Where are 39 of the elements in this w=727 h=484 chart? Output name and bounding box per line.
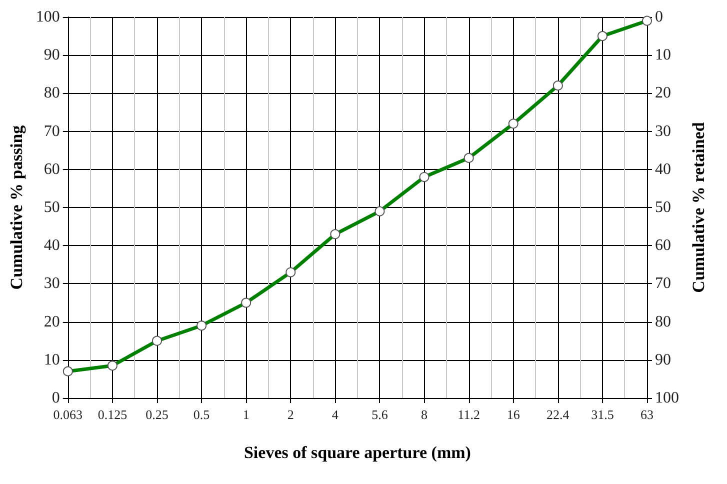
y-tick-label: 40 <box>44 237 60 254</box>
x-tick-label: 0.063 <box>53 407 83 422</box>
y2-tick-label: 40 <box>655 160 671 178</box>
y-tick-label: 0 <box>52 390 60 406</box>
x-axis-title: Sieves of square aperture (mm) <box>244 443 471 462</box>
y2-tick-label: 70 <box>655 275 671 292</box>
x-tick-label: 16 <box>506 407 520 422</box>
x-tick-label: 4 <box>332 407 339 422</box>
x-tick-label: 0.5 <box>193 407 210 422</box>
x-tick-label: 22.4 <box>546 407 570 422</box>
y2-tick-label: 90 <box>655 351 671 368</box>
y2-tick-label: 30 <box>655 122 671 140</box>
y-tick-label: 100 <box>36 8 60 26</box>
x-tick-label: 11.2 <box>458 407 480 422</box>
y-tick-label: 50 <box>44 199 60 216</box>
x-tick-label: 2 <box>287 407 294 422</box>
y-tick-label: 30 <box>44 275 60 292</box>
y-tick-label: 80 <box>44 84 60 102</box>
y-tick-label: 10 <box>44 351 60 368</box>
y2-tick-label: 80 <box>655 313 671 330</box>
y2-tick-label: 60 <box>655 237 671 254</box>
x-tick-label: 63 <box>640 407 654 422</box>
x-tick-label: 1 <box>242 407 250 422</box>
x-tick-label: 0.125 <box>98 407 128 422</box>
x-tick-label: 31.5 <box>591 407 614 422</box>
y-tick-label: 20 <box>44 313 60 330</box>
x-tick-label: 5.6 <box>372 407 388 422</box>
y-tick-label: 60 <box>44 160 60 178</box>
y2-tick-label: 10 <box>655 46 671 64</box>
x-tick-label: 0.25 <box>146 407 168 422</box>
y2-tick-label: 0 <box>655 8 663 26</box>
y-tick-label: 90 <box>44 46 60 64</box>
y2-axis-title: Cumulative % retained <box>688 122 708 293</box>
y2-tick-label: 50 <box>655 199 671 216</box>
y2-tick-label: 20 <box>655 84 671 102</box>
y-tick-label: 70 <box>44 122 60 140</box>
x-tick-label: 8 <box>421 407 428 422</box>
y2-tick-label: 100 <box>655 390 679 406</box>
y-axis-title: Cumulative % passing <box>7 124 26 290</box>
